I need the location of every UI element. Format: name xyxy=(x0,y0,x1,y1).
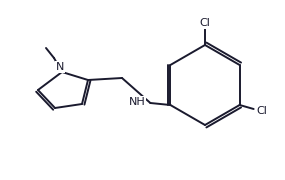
Text: NH: NH xyxy=(129,97,145,107)
Text: N: N xyxy=(56,62,64,72)
Text: Cl: Cl xyxy=(256,106,267,116)
Text: Cl: Cl xyxy=(200,18,210,28)
